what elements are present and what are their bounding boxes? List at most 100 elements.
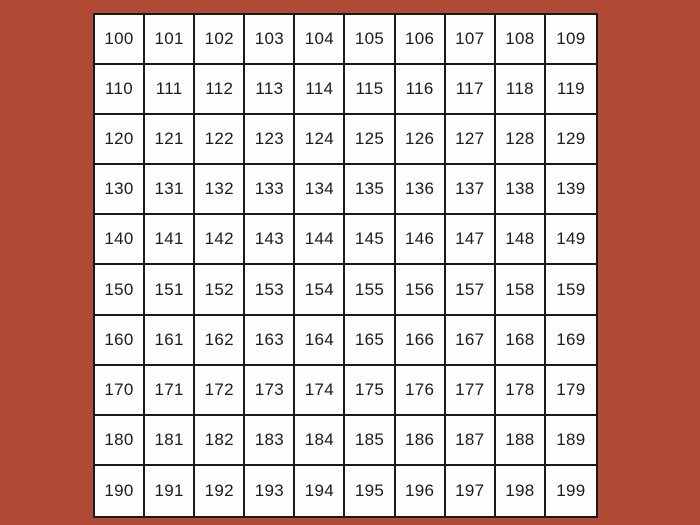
- grid-cell: 188: [495, 415, 546, 466]
- grid-cell: 112: [195, 65, 246, 116]
- grid-cell: 117: [445, 65, 496, 116]
- grid-cell: 146: [395, 215, 446, 266]
- grid-cell: 141: [145, 215, 196, 266]
- grid-cell: 179: [545, 365, 596, 416]
- grid-cell: 127: [445, 115, 496, 166]
- grid-cell: 136: [395, 165, 446, 216]
- grid-cell: 199: [545, 465, 596, 516]
- grid-cell: 180: [95, 415, 146, 466]
- grid-cell: 131: [145, 165, 196, 216]
- grid-cell: 193: [245, 465, 296, 516]
- grid-cell: 169: [545, 315, 596, 366]
- grid-cell: 162: [195, 315, 246, 366]
- grid-cell: 177: [445, 365, 496, 416]
- grid-cell: 189: [545, 415, 596, 466]
- grid-cell: 119: [545, 65, 596, 116]
- grid-cell: 182: [195, 415, 246, 466]
- grid-cell: 140: [95, 215, 146, 266]
- grid-cell: 107: [445, 15, 496, 66]
- grid-cell: 168: [495, 315, 546, 366]
- grid-cell: 172: [195, 365, 246, 416]
- grid-cell: 116: [395, 65, 446, 116]
- grid-cell: 158: [495, 265, 546, 316]
- grid-cell: 192: [195, 465, 246, 516]
- grid-cell: 123: [245, 115, 296, 166]
- grid-cell: 163: [245, 315, 296, 366]
- grid-cell: 171: [145, 365, 196, 416]
- grid-cell: 139: [545, 165, 596, 216]
- grid-cell: 178: [495, 365, 546, 416]
- grid-cell: 155: [345, 265, 396, 316]
- grid-cell: 130: [95, 165, 146, 216]
- grid-cell: 113: [245, 65, 296, 116]
- grid-cell: 170: [95, 365, 146, 416]
- grid-cell: 190: [95, 465, 146, 516]
- grid-cell: 160: [95, 315, 146, 366]
- grid-cell: 176: [395, 365, 446, 416]
- grid-cell: 194: [295, 465, 346, 516]
- grid-cell: 174: [295, 365, 346, 416]
- grid-cell: 175: [345, 365, 396, 416]
- grid-cell: 198: [495, 465, 546, 516]
- grid-cell: 133: [245, 165, 296, 216]
- grid-cell: 124: [295, 115, 346, 166]
- grid-cell: 120: [95, 115, 146, 166]
- grid-cell: 148: [495, 215, 546, 266]
- grid-cell: 109: [545, 15, 596, 66]
- grid-cell: 157: [445, 265, 496, 316]
- grid-cell: 100: [95, 15, 146, 66]
- grid-cell: 122: [195, 115, 246, 166]
- grid-cell: 129: [545, 115, 596, 166]
- grid-cell: 181: [145, 415, 196, 466]
- grid-cell: 152: [195, 265, 246, 316]
- grid-cell: 187: [445, 415, 496, 466]
- grid-cell: 114: [295, 65, 346, 116]
- grid-cell: 165: [345, 315, 396, 366]
- grid-cell: 166: [395, 315, 446, 366]
- grid-cell: 110: [95, 65, 146, 116]
- grid-cell: 111: [145, 65, 196, 116]
- grid-cell: 134: [295, 165, 346, 216]
- grid-cell: 191: [145, 465, 196, 516]
- grid-cell: 149: [545, 215, 596, 266]
- hundred-chart: 100 101 102 103 104 105 106 107 108 109 110 111 112 1…: [93, 13, 598, 518]
- grid-cell: 150: [95, 265, 146, 316]
- grid-cell: 153: [245, 265, 296, 316]
- grid-cell: 137: [445, 165, 496, 216]
- grid-cell: 159: [545, 265, 596, 316]
- grid-cell: 101: [145, 15, 196, 66]
- grid-cell: 118: [495, 65, 546, 116]
- grid-cell: 135: [345, 165, 396, 216]
- grid-cell: 132: [195, 165, 246, 216]
- grid-cell: 142: [195, 215, 246, 266]
- grid-cell: 183: [245, 415, 296, 466]
- grid-cell: 151: [145, 265, 196, 316]
- grid-cell: 128: [495, 115, 546, 166]
- grid-cell: 186: [395, 415, 446, 466]
- grid-cell: 161: [145, 315, 196, 366]
- grid-cell: 121: [145, 115, 196, 166]
- grid-cell: 167: [445, 315, 496, 366]
- grid-cell: 195: [345, 465, 396, 516]
- grid-cell: 138: [495, 165, 546, 216]
- grid-cell: 126: [395, 115, 446, 166]
- grid-cell: 102: [195, 15, 246, 66]
- grid-cell: 108: [495, 15, 546, 66]
- grid-cell: 147: [445, 215, 496, 266]
- grid-cell: 106: [395, 15, 446, 66]
- grid-cell: 156: [395, 265, 446, 316]
- grid-cell: 196: [395, 465, 446, 516]
- grid-cell: 145: [345, 215, 396, 266]
- grid-cell: 143: [245, 215, 296, 266]
- grid-cell: 164: [295, 315, 346, 366]
- grid-cell: 154: [295, 265, 346, 316]
- grid-cell: 197: [445, 465, 496, 516]
- grid-cell: 115: [345, 65, 396, 116]
- grid-cell: 173: [245, 365, 296, 416]
- grid-cell: 104: [295, 15, 346, 66]
- grid-cell: 105: [345, 15, 396, 66]
- grid-cell: 103: [245, 15, 296, 66]
- grid-cell: 125: [345, 115, 396, 166]
- grid-cell: 185: [345, 415, 396, 466]
